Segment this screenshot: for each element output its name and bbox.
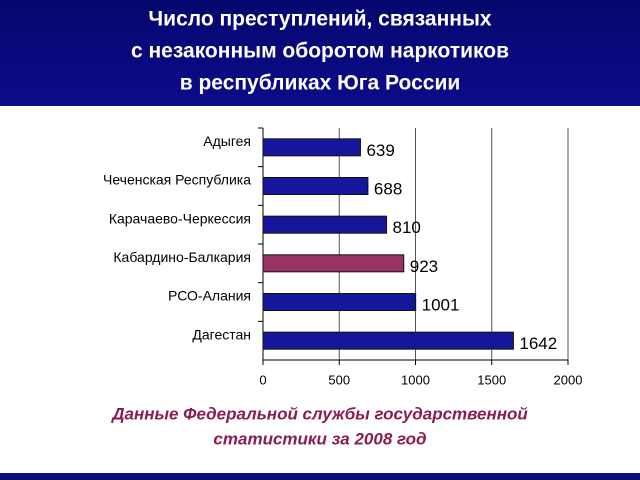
value-label: 810: [393, 218, 421, 237]
value-label: 688: [374, 179, 402, 198]
y-tick-label: Кабардино-Балкария: [113, 249, 251, 265]
x-tick-label: 500: [328, 372, 350, 387]
bar: [262, 331, 514, 350]
chart-title: Число преступлений, связанных: [148, 8, 491, 31]
bar: [262, 177, 369, 195]
header-band: [0, 0, 640, 106]
chart-title: с незаконным оборотом наркотиков: [131, 40, 509, 63]
x-tick-label: 2000: [554, 372, 583, 387]
footer-band: [0, 473, 640, 480]
value-label: 1001: [422, 295, 460, 314]
bar: [262, 215, 388, 234]
value-label: 923: [410, 257, 438, 276]
bar: [262, 138, 361, 157]
chart-note: Данные Федеральной службы государственно…: [110, 404, 528, 423]
x-tick-label: 0: [259, 372, 266, 387]
value-label: 639: [366, 141, 394, 160]
bar: [262, 293, 417, 311]
y-tick-label: РСО-Алания: [168, 288, 251, 304]
value-label: 1642: [519, 334, 557, 353]
y-tick-label: Карачаево-Черкессия: [109, 210, 251, 226]
y-tick-label: Адыгея: [203, 133, 251, 149]
y-tick-label: Чеченская Республика: [103, 172, 251, 188]
chart-note: статистики за 2008 год: [213, 429, 426, 448]
y-tick-label: Дагестан: [192, 326, 251, 342]
x-tick-label: 1500: [477, 372, 506, 387]
chart-title: в республиках Юга России: [180, 72, 461, 95]
bar: [262, 254, 405, 273]
x-tick-label: 1000: [401, 372, 430, 387]
